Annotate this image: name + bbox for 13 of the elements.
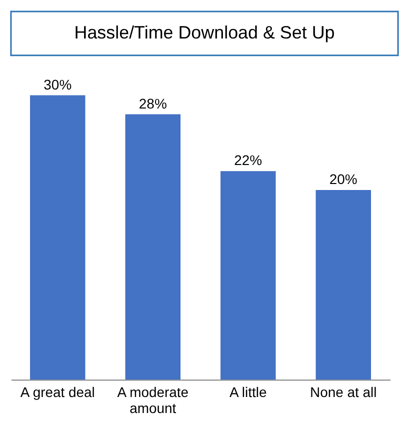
data-label: 22% — [234, 152, 262, 168]
x-tick-label: A great deal — [20, 384, 95, 400]
bar — [220, 171, 276, 380]
x-tick-label: A moderate amount — [117, 384, 189, 416]
bar — [125, 114, 181, 380]
x-tick-label: A little — [230, 384, 267, 400]
bar — [30, 95, 86, 380]
bar — [316, 190, 371, 380]
data-label: 28% — [138, 95, 167, 112]
data-label: 20% — [329, 171, 358, 188]
x-tick-label: None at all — [310, 384, 377, 400]
chart-title: Hassle/Time Download & Set Up — [74, 22, 335, 42]
data-label: 30% — [44, 76, 72, 92]
